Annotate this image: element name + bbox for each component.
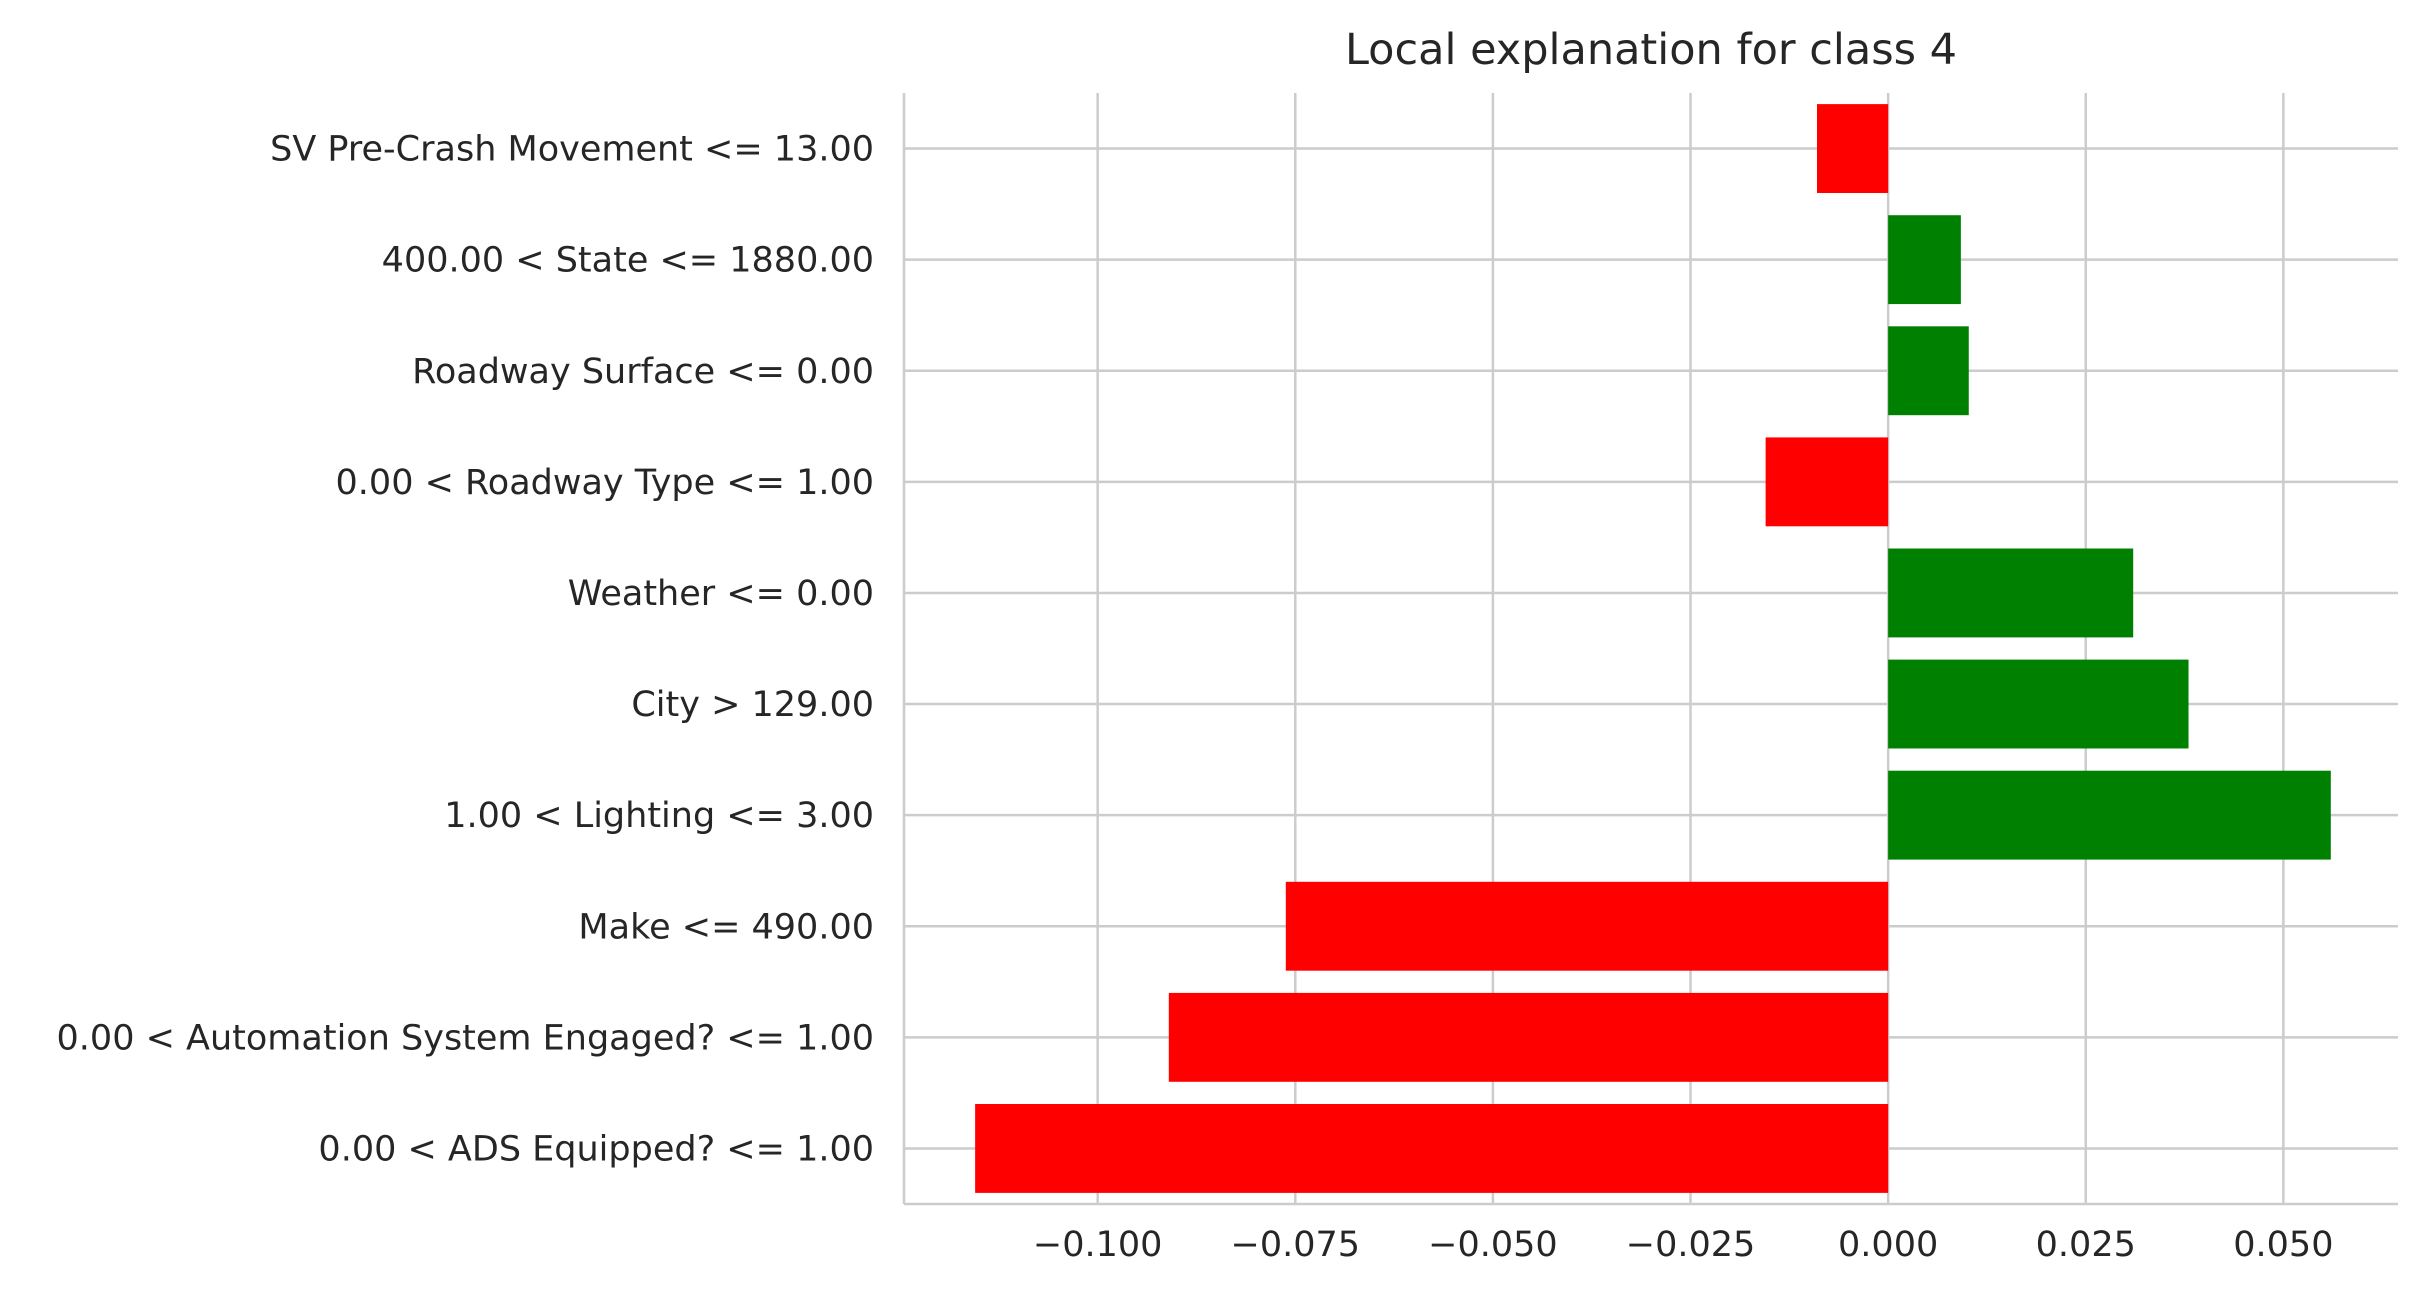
y-tick-label: Weather <= 0.00: [568, 574, 874, 614]
y-tick-label: 400.00 < State <= 1880.00: [382, 241, 874, 281]
bar: [1888, 215, 1961, 305]
x-tick-labels: −0.100 −0.075 −0.050 −0.025 0.000 0.025 0.050: [1033, 1225, 2334, 1265]
y-tick-label: 0.00 < ADS Equipped? <= 1.00: [318, 1129, 874, 1169]
bar: [1285, 881, 1889, 971]
bar: [1888, 770, 2331, 860]
plot-frame: [902, 93, 2398, 1206]
x-tick-label: −0.025: [1626, 1225, 1756, 1265]
bar: [1817, 104, 1889, 193]
grid-lines: [904, 93, 2398, 1204]
x-tick-label: −0.050: [1428, 1225, 1558, 1265]
y-tick-label: 0.00 < Roadway Type <= 1.00: [336, 463, 874, 503]
chart-title: Local explanation for class 4: [1345, 25, 1957, 75]
bar: [1888, 548, 2134, 638]
y-tick-label: City > 129.00: [631, 685, 874, 725]
x-tick-label: −0.075: [1231, 1225, 1361, 1265]
x-tick-label: 0.050: [2233, 1225, 2333, 1265]
y-tick-label: SV Pre-Crash Movement <= 13.00: [270, 130, 874, 170]
y-tick-labels: 0.00 < ADS Equipped? <= 1.00 0.00 < Autom…: [57, 130, 874, 1170]
y-tick-label: Roadway Surface <= 0.00: [412, 352, 874, 392]
bar: [1168, 992, 1889, 1082]
bars: [975, 104, 2331, 1193]
bar: [1888, 659, 2189, 749]
y-tick-label: 0.00 < Automation System Engaged? <= 1.0…: [57, 1018, 874, 1058]
x-tick-label: 0.000: [1838, 1225, 1938, 1265]
y-tick-label: 1.00 < Lighting <= 3.00: [444, 796, 874, 836]
x-tick-label: −0.100: [1033, 1225, 1163, 1265]
bar: [1888, 326, 1969, 416]
x-tick-label: 0.025: [2036, 1225, 2136, 1265]
y-tick-label: Make <= 490.00: [578, 907, 874, 947]
bar: [1765, 437, 1889, 527]
bar: [975, 1104, 1889, 1193]
